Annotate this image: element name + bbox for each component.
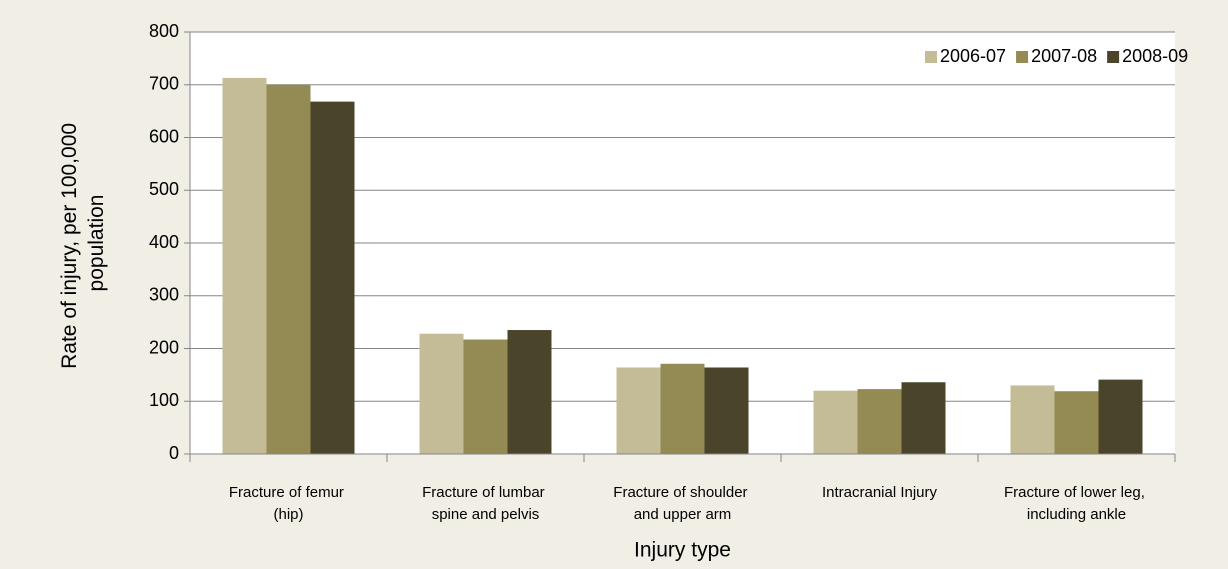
bar [463, 339, 508, 454]
y-tick-label: 500 [149, 179, 179, 199]
legend-swatch [1107, 51, 1120, 63]
y-axis-title: Rate of injury, per 100,000 population [58, 117, 108, 369]
y-tick-label: 0 [169, 443, 179, 463]
x-tick-label: Fracture of shoulder and upper arm [613, 484, 751, 523]
y-tick-label: 400 [149, 232, 179, 252]
bar [419, 333, 464, 454]
bar [1098, 379, 1143, 454]
y-tick-label: 200 [149, 337, 179, 357]
legend-swatch [925, 51, 937, 63]
bar [660, 363, 705, 454]
x-tick-label: Intracranial Injury [822, 484, 938, 501]
bar [813, 390, 858, 454]
bar [704, 367, 749, 454]
y-tick-label: 100 [149, 390, 179, 410]
bar [901, 382, 946, 454]
legend-label: 2008-09 [1122, 46, 1188, 66]
bar [857, 389, 902, 454]
bar [1010, 385, 1055, 454]
legend-label: 2006-07 [940, 46, 1006, 66]
legend-swatch [1016, 51, 1029, 63]
bar [616, 367, 661, 454]
legend-label: 2007-08 [1031, 46, 1097, 66]
x-tick-label: Fracture of lumbar spine and pelvis [422, 484, 549, 523]
bar [266, 84, 311, 454]
y-tick-label: 300 [149, 285, 179, 305]
y-tick-label: 700 [149, 74, 179, 94]
bar [222, 77, 267, 454]
bar [1054, 391, 1099, 454]
x-axis-title: Injury type [634, 539, 731, 562]
y-tick-label: 800 [149, 21, 179, 41]
y-tick-label: 600 [149, 126, 179, 146]
x-tick-label: Fracture of lower leg, including ankle [1004, 484, 1149, 523]
x-tick-label: Fracture of femur (hip) [229, 484, 348, 523]
bar [507, 330, 552, 454]
bar [310, 101, 355, 454]
